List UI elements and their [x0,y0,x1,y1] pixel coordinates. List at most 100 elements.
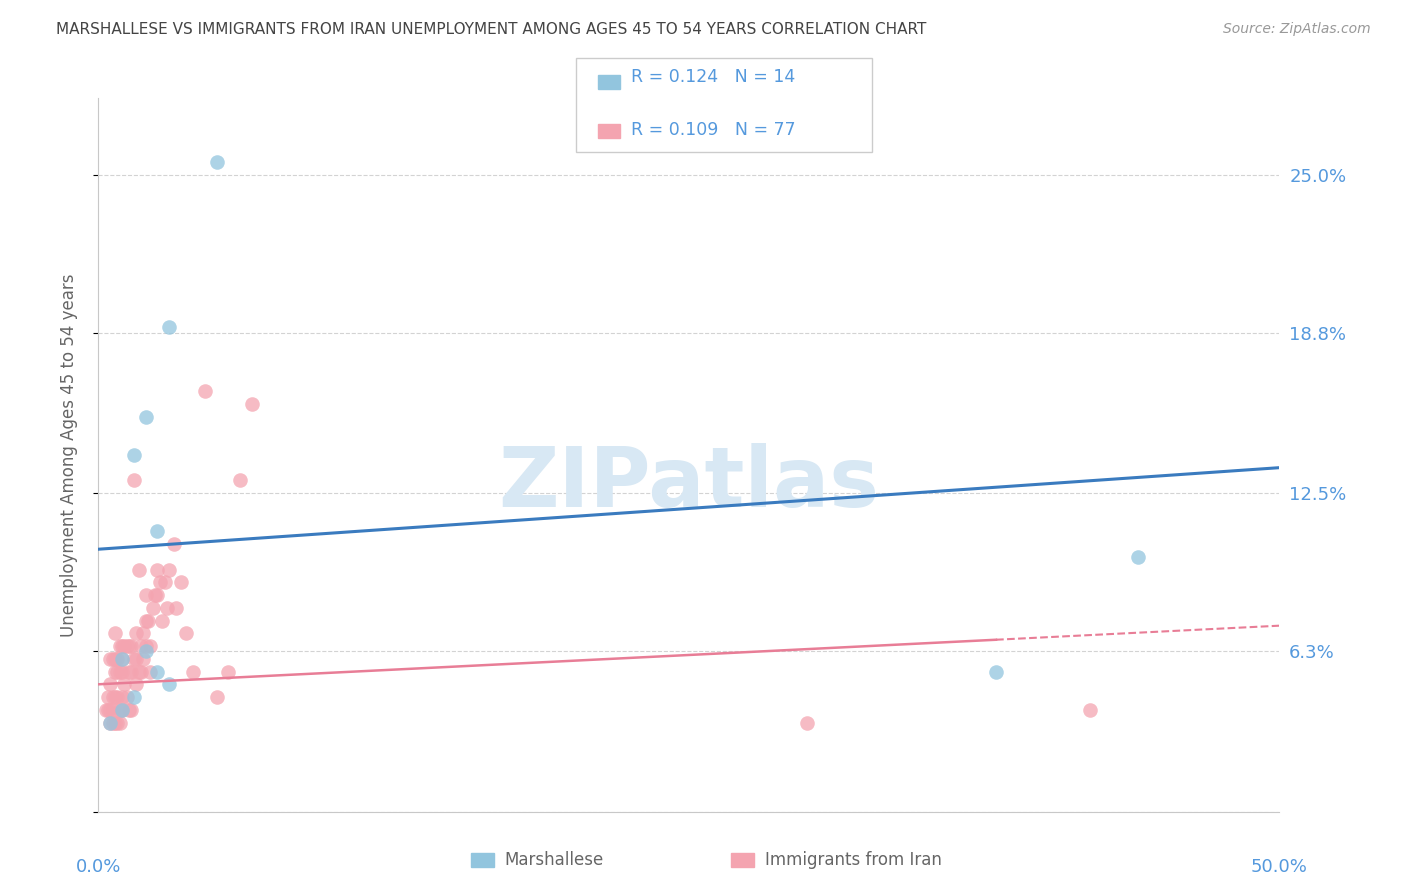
Point [1080,703,1102,717]
Point [146,665,169,679]
Point [118,639,141,653]
Point [98,677,121,691]
Point [135,614,157,628]
Point [146,588,169,602]
Point [153,575,176,590]
Point [122,474,145,488]
Point [128,563,150,577]
Point [111,703,134,717]
Point [139,639,162,653]
Point [163,537,186,551]
Point [97,703,120,717]
Point [97,690,120,704]
Point [205,154,228,169]
Point [112,677,135,691]
Point [101,703,124,717]
Point [157,677,180,691]
Point [105,652,128,666]
Point [122,652,145,666]
Point [135,639,157,653]
Text: 0.0%: 0.0% [76,857,121,876]
Point [157,563,180,577]
Point [115,690,138,704]
Point [111,652,134,666]
Point [111,690,134,704]
Point [129,665,152,679]
Point [165,600,187,615]
Point [796,715,818,730]
Point [984,665,1007,679]
Point [101,652,124,666]
Point [174,626,197,640]
Point [205,690,228,704]
Text: 50.0%: 50.0% [1251,857,1308,876]
Point [229,474,252,488]
Point [108,703,131,717]
Point [181,665,204,679]
Point [115,639,138,653]
Point [139,665,162,679]
Point [108,639,131,653]
Point [104,652,127,666]
Point [132,652,155,666]
Point [136,614,159,628]
Point [125,626,148,640]
Point [217,665,239,679]
Point [194,384,217,399]
Point [111,665,134,679]
Point [98,715,121,730]
Point [101,715,124,730]
Point [122,690,145,704]
Point [125,652,148,666]
Text: MARSHALLESE VS IMMIGRANTS FROM IRAN UNEMPLOYMENT AMONG AGES 45 TO 54 YEARS CORRE: MARSHALLESE VS IMMIGRANTS FROM IRAN UNEM… [56,22,927,37]
Point [118,703,141,717]
Point [111,703,134,717]
Text: R = 0.124   N = 14: R = 0.124 N = 14 [631,68,796,86]
Point [121,703,143,717]
Text: Immigrants from Iran: Immigrants from Iran [765,851,942,869]
Point [122,448,145,462]
Point [105,690,128,704]
Point [111,652,134,666]
Text: Marshallese: Marshallese [505,851,605,869]
Point [108,715,131,730]
Point [104,690,127,704]
Point [121,665,143,679]
Point [150,614,173,628]
Point [98,703,121,717]
Text: R = 0.109   N = 77: R = 0.109 N = 77 [631,121,796,139]
Y-axis label: Unemployment Among Ages 45 to 54 years: Unemployment Among Ages 45 to 54 years [59,273,77,637]
Point [146,563,169,577]
Point [135,644,157,658]
Point [135,409,157,424]
Point [170,575,193,590]
Point [121,639,143,653]
Point [118,665,141,679]
Point [240,397,263,411]
Point [156,600,179,615]
Text: ZIPatlas: ZIPatlas [499,443,879,524]
Text: Source: ZipAtlas.com: Source: ZipAtlas.com [1223,22,1371,37]
Point [105,665,128,679]
Point [108,665,131,679]
Point [1126,549,1149,564]
Point [132,626,155,640]
Point [157,320,180,334]
Point [104,665,127,679]
Point [94,703,117,717]
Point [149,575,172,590]
Point [98,652,121,666]
Point [105,715,128,730]
Point [142,600,165,615]
Point [128,665,150,679]
Point [143,588,166,602]
Point [111,639,134,653]
Point [112,639,135,653]
Point [125,677,148,691]
Point [135,588,157,602]
Point [101,690,124,704]
Point [104,715,127,730]
Point [146,524,169,539]
Point [104,626,127,640]
Point [129,639,152,653]
